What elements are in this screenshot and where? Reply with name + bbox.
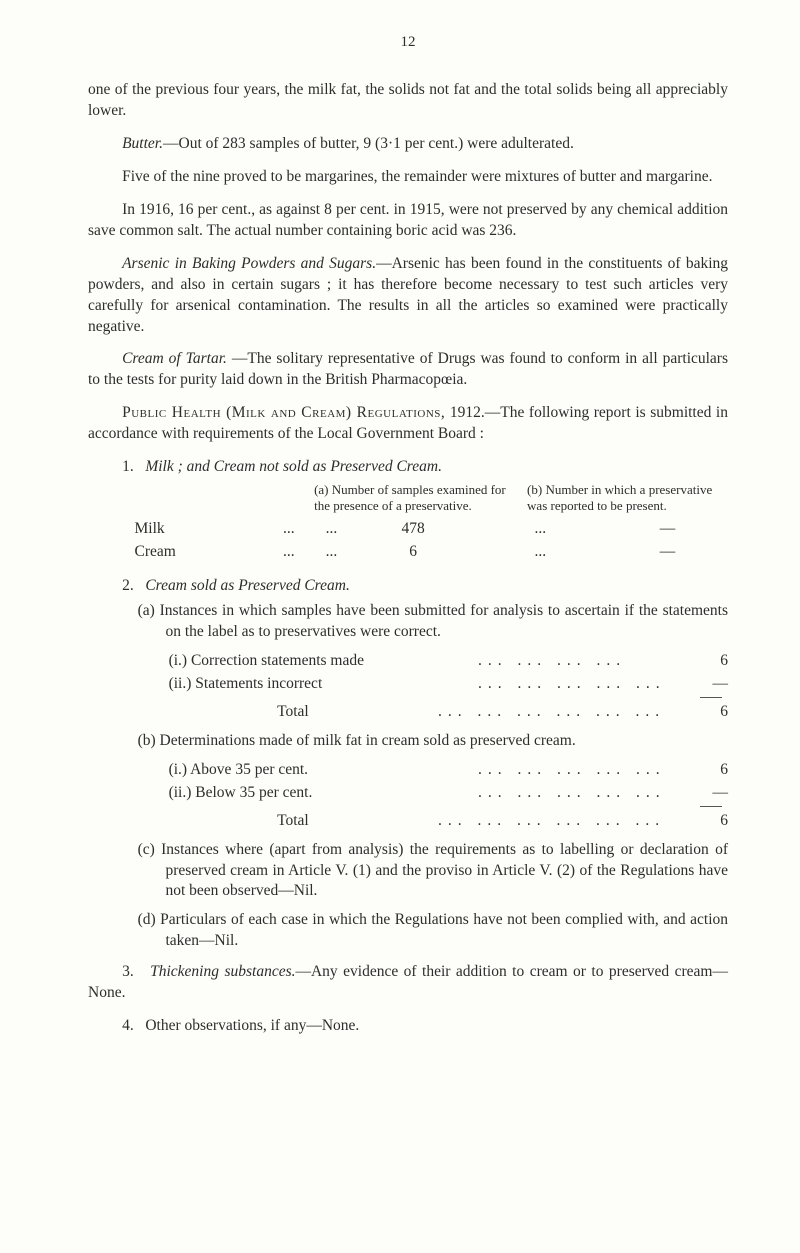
dots: ... ... (268, 542, 353, 563)
total-label: Total (169, 702, 438, 723)
col-a-head: (a) Number of samples examined for the p… (314, 482, 527, 515)
i2-val: — (698, 674, 728, 695)
cream-dash: — (607, 542, 728, 563)
rule (700, 806, 722, 807)
page-number: 12 (88, 32, 728, 52)
paragraph-arsenic: Arsenic in Baking Powders and Sugars.—Ar… (88, 254, 728, 338)
row-total-a: Total ... ... ... ... ... ... 6 (169, 702, 728, 723)
item-4: 4. Other observations, if any—None. (88, 1016, 728, 1037)
milk-val: 478 (353, 519, 474, 540)
row-i1: (i.) Correction statements made ... ... … (169, 651, 728, 672)
row-milk: Milk ... ... 478 ... — (88, 519, 728, 540)
paragraph-prev-years: one of the previous four years, the milk… (88, 80, 728, 122)
b2-val: — (698, 783, 728, 804)
milk-label: Milk (88, 519, 268, 540)
item-2-title: Cream sold as Preserved Cream. (145, 577, 350, 594)
i1-label: (i.) Correction statements made (169, 651, 478, 672)
item-1: 1. Milk ; and Cream not sold as Preserve… (122, 457, 728, 478)
dots: ... ... ... ... ... ... (438, 811, 698, 832)
paragraph-butter: Butter.—Out of 283 samples of butter, 9 … (88, 134, 728, 155)
lead-tartar: Cream of Tartar. (122, 350, 227, 367)
paragraph-public-health: Public Health (Milk and Cream) Regulatio… (88, 403, 728, 445)
i2-label: (ii.) Statements incorrect (169, 674, 478, 695)
cream-val: 6 (353, 542, 474, 563)
paragraph-tartar: Cream of Tartar. —The solitary represent… (88, 349, 728, 391)
paragraph-1916: In 1916, 16 per cent., as against 8 per … (88, 200, 728, 242)
b2-label: (ii.) Below 35 per cent. (169, 783, 478, 804)
item-3-num: 3. (122, 963, 134, 980)
col-headers: (a) Number of samples examined for the p… (88, 482, 728, 515)
lead-butter: Butter. (122, 135, 163, 152)
item-4-text: Other observations, if any—None. (145, 1017, 359, 1034)
total-b-val: 6 (698, 811, 728, 832)
col-spacer (88, 482, 314, 515)
dots: ... ... ... ... (478, 651, 698, 672)
lead-public-health: Public Health (Milk and Cream) Regulatio… (122, 404, 445, 421)
total-label: Total (169, 811, 438, 832)
dots: ... ... ... ... ... (478, 760, 698, 781)
i1-val: 6 (698, 651, 728, 672)
row-cream: Cream ... ... 6 ... — (88, 542, 728, 563)
total-a-val: 6 (698, 702, 728, 723)
cream-label: Cream (88, 542, 268, 563)
item-1-title: Milk ; and Cream not sold as Preserved C… (145, 458, 442, 475)
row-b2: (ii.) Below 35 per cent. ... ... ... ...… (169, 783, 728, 804)
item-4-num: 4. (122, 1017, 134, 1034)
dots: ... ... (268, 519, 353, 540)
col-b-head: (b) Number in which a preservative was r… (527, 482, 728, 515)
dots: ... ... ... ... ... (478, 783, 698, 804)
b1-label: (i.) Above 35 per cent. (169, 760, 478, 781)
dots: ... (474, 519, 607, 540)
dots: ... (474, 542, 607, 563)
dots: ... ... ... ... ... (478, 674, 698, 695)
row-b1: (i.) Above 35 per cent. ... ... ... ... … (169, 760, 728, 781)
row-total-b: Total ... ... ... ... ... ... 6 (169, 811, 728, 832)
item-2-num: 2. (122, 577, 134, 594)
sub-b: (b) Determinations made of milk fat in c… (138, 731, 728, 752)
milk-dash: — (607, 519, 728, 540)
rest-butter: —Out of 283 samples of butter, 9 (3·1 pe… (163, 135, 574, 152)
rule (700, 697, 722, 698)
sub-d: (d) Particulars of each case in which th… (138, 910, 728, 952)
row-i2: (ii.) Statements incorrect ... ... ... .… (169, 674, 728, 695)
item-1-num: 1. (122, 458, 134, 475)
lead-arsenic: Arsenic in Baking Powders and Sugars. (122, 255, 376, 272)
sub-a: (a) Instances in which samples have been… (138, 601, 728, 643)
item-3-lead: Thickening substances. (150, 963, 295, 980)
sub-c: (c) Instances where (apart from analysis… (138, 840, 728, 903)
paragraph-margarines: Five of the nine proved to be margarines… (88, 167, 728, 188)
item-2: 2. Cream sold as Preserved Cream. (122, 576, 728, 597)
b1-val: 6 (698, 760, 728, 781)
dots: ... ... ... ... ... ... (438, 702, 698, 723)
item-3: 3. Thickening substances.—Any evidence o… (88, 962, 728, 1004)
